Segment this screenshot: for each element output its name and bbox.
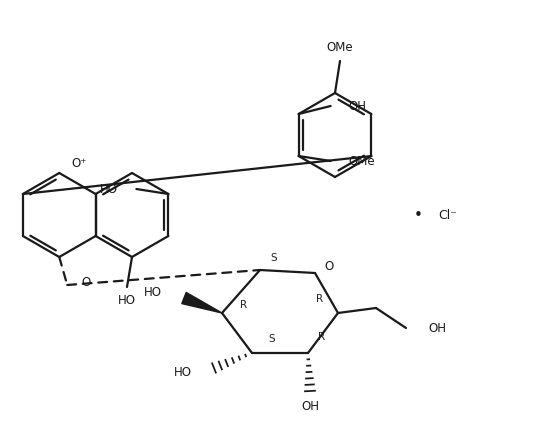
Text: R: R	[240, 300, 248, 310]
Text: R: R	[319, 332, 325, 342]
Text: HO: HO	[174, 366, 192, 380]
Text: HO: HO	[101, 182, 119, 196]
Text: O⁺: O⁺	[71, 156, 87, 170]
Polygon shape	[182, 292, 222, 313]
Text: S: S	[269, 334, 276, 344]
Text: R: R	[316, 294, 324, 304]
Text: HO: HO	[144, 286, 162, 300]
Text: OH: OH	[301, 400, 319, 414]
Text: Cl⁻: Cl⁻	[438, 209, 457, 221]
Text: O: O	[81, 277, 91, 289]
Text: OH: OH	[349, 99, 367, 113]
Text: S: S	[271, 253, 277, 263]
Text: OMe: OMe	[326, 40, 353, 54]
Text: HO: HO	[118, 295, 136, 308]
Text: OH: OH	[428, 321, 446, 334]
Text: OMe: OMe	[349, 155, 375, 167]
Text: •: •	[414, 207, 423, 223]
Text: O: O	[324, 261, 334, 274]
